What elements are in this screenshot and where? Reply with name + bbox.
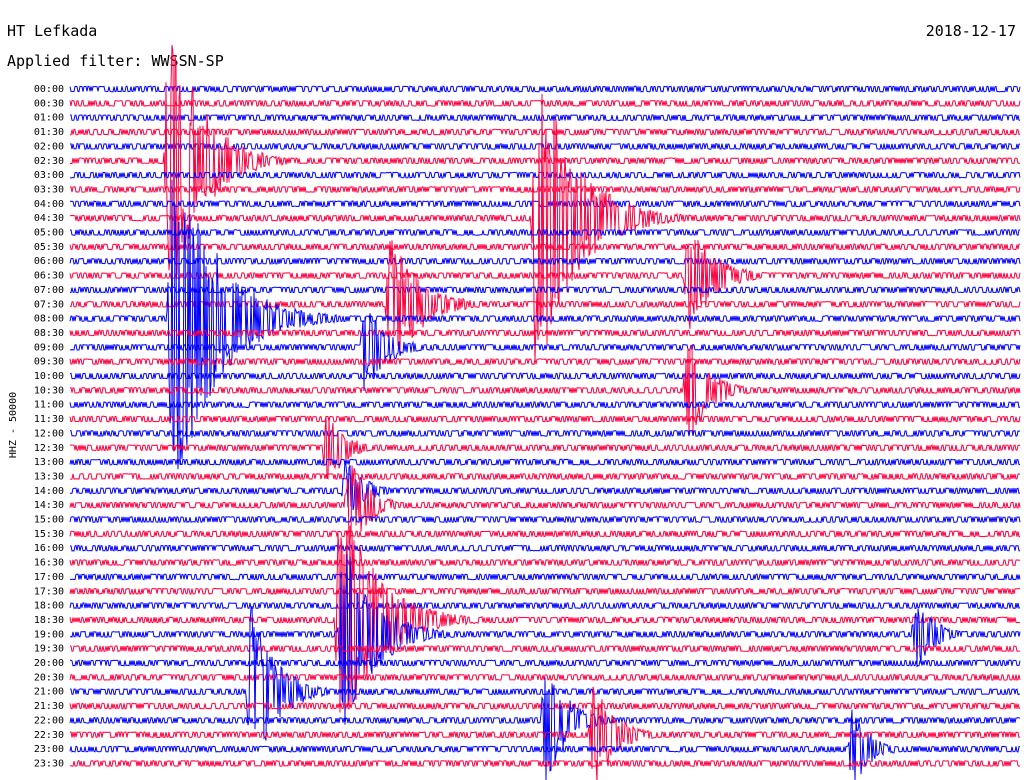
trace-line — [69, 673, 1021, 681]
trace-line — [69, 313, 1021, 392]
trace-line — [69, 587, 1021, 595]
time-label: 02:30 — [34, 156, 64, 167]
trace-line — [69, 544, 1021, 552]
time-label: 19:00 — [34, 629, 64, 640]
time-label: 01:00 — [34, 113, 64, 124]
trace-line — [69, 185, 1021, 193]
time-axis-labels: 00:00 00:30 01:00 01:30 02:00 02:30 03:00 03:30… — [34, 84, 64, 769]
time-label: 06:30 — [34, 271, 64, 282]
time-label: 15:30 — [34, 529, 64, 540]
filter-label: Applied filter: WWSSN-SP — [7, 52, 224, 70]
trace-line — [69, 372, 1021, 380]
trace-line — [69, 358, 1021, 366]
time-label: 04:00 — [34, 199, 64, 210]
trace-line — [69, 602, 1021, 610]
time-label: 21:30 — [34, 701, 64, 712]
trace-line — [69, 415, 1021, 423]
trace-line — [69, 686, 1021, 780]
time-label: 09:00 — [34, 342, 64, 353]
time-label: 16:00 — [34, 543, 64, 554]
time-label: 12:00 — [34, 428, 64, 439]
time-label: 17:00 — [34, 572, 64, 583]
trace-line — [69, 329, 1021, 337]
trace-line — [69, 460, 1020, 511]
time-label: 20:00 — [34, 658, 64, 669]
time-label: 04:30 — [34, 213, 64, 224]
trace-line — [69, 645, 1021, 653]
trace-line — [69, 515, 1021, 524]
trace-line — [69, 257, 1021, 265]
trace-line — [69, 553, 1021, 725]
time-label: 14:30 — [34, 500, 64, 511]
time-label: 05:00 — [34, 228, 64, 239]
trace-line — [69, 239, 1021, 329]
trace-line — [69, 709, 1020, 780]
time-label: 13:30 — [34, 471, 64, 482]
time-label: 22:00 — [34, 715, 64, 726]
trace-line — [70, 429, 1021, 438]
trace-line — [69, 171, 1021, 179]
trace-line — [69, 417, 1021, 481]
station-name: HT Lefkada — [7, 22, 98, 40]
trace-line — [69, 228, 1021, 237]
time-label: 11:00 — [34, 400, 64, 411]
time-label: 05:30 — [34, 242, 64, 253]
time-label: 14:00 — [34, 486, 64, 497]
time-label: 18:00 — [34, 601, 64, 612]
trace-line — [69, 240, 1021, 353]
time-label: 10:30 — [34, 385, 64, 396]
trace-line — [70, 573, 1021, 581]
time-label: 13:00 — [34, 457, 64, 468]
time-label: 07:00 — [34, 285, 64, 296]
trace-line — [69, 179, 1021, 470]
time-label: 22:30 — [34, 730, 64, 741]
time-label: 08:30 — [34, 328, 64, 339]
trace-line — [70, 759, 1021, 767]
time-label: 12:30 — [34, 443, 64, 454]
trace-line — [70, 659, 1021, 667]
trace-line — [69, 114, 1020, 122]
time-label: 19:30 — [34, 644, 64, 655]
trace-line — [69, 458, 1021, 466]
trace-line — [69, 559, 1021, 567]
time-label: 10:00 — [34, 371, 64, 382]
trace-line — [69, 85, 1021, 93]
trace-line — [69, 530, 1021, 538]
trace-line — [69, 465, 1021, 545]
trace-line — [69, 200, 1021, 208]
time-label: 09:30 — [34, 357, 64, 368]
time-label: 03:00 — [34, 170, 64, 181]
trace-group — [69, 44, 1021, 780]
trace-line — [69, 128, 1021, 136]
trace-line — [69, 243, 1021, 251]
date-label: 2018-12-17 — [925, 22, 1016, 40]
trace-line — [69, 93, 1021, 361]
time-label: 21:00 — [34, 687, 64, 698]
time-label: 15:00 — [34, 515, 64, 526]
trace-line — [69, 677, 1021, 780]
time-label: 16:30 — [34, 558, 64, 569]
time-label: 18:30 — [34, 615, 64, 626]
time-label: 00:30 — [34, 98, 64, 109]
time-label: 03:30 — [34, 184, 64, 195]
time-label: 23:00 — [34, 744, 64, 755]
channel-label: HHZ - 50000 — [8, 392, 19, 458]
time-label: 06:00 — [34, 256, 64, 267]
trace-line — [69, 401, 1021, 409]
trace-line — [69, 472, 1021, 480]
trace-line — [69, 525, 1021, 713]
trace-line — [69, 344, 1021, 437]
trace-line — [69, 286, 1021, 294]
time-label: 07:30 — [34, 299, 64, 310]
time-label: 11:30 — [34, 414, 64, 425]
time-label: 00:00 — [34, 84, 64, 95]
time-label: 23:30 — [34, 758, 64, 769]
time-label: 08:00 — [34, 314, 64, 325]
time-label: 01:30 — [34, 127, 64, 138]
time-label: 20:30 — [34, 672, 64, 683]
time-label: 02:00 — [34, 141, 64, 152]
trace-line — [69, 99, 1021, 107]
time-label: 17:30 — [34, 586, 64, 597]
